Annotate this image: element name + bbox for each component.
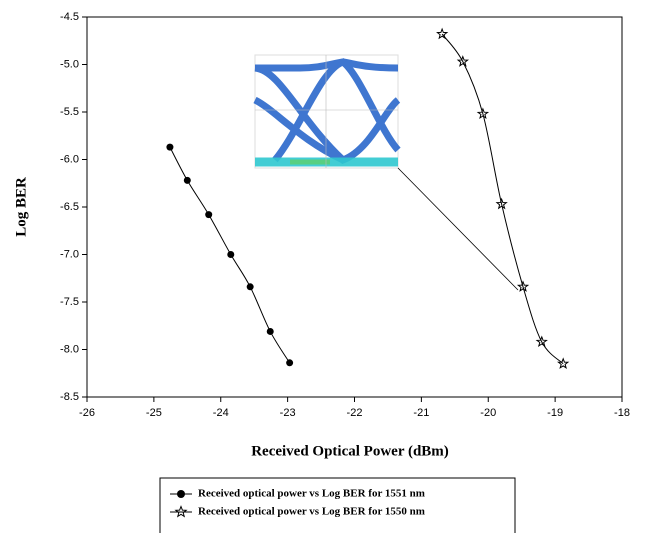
y-tick-label: -5.5	[60, 106, 79, 118]
y-axis-label: Log BER	[13, 177, 29, 237]
y-tick-label: -4.5	[60, 11, 79, 23]
data-point	[184, 177, 191, 184]
data-point	[267, 328, 274, 335]
y-tick-label: -6.0	[60, 153, 79, 165]
data-point	[247, 283, 254, 290]
x-tick-label: -20	[480, 407, 496, 419]
x-tick-label: -24	[213, 407, 229, 419]
x-axis-label: Received Optical Power (dBm)	[251, 443, 449, 459]
x-tick-label: -25	[146, 407, 162, 419]
y-tick-label: -8.0	[60, 343, 79, 355]
chart: Received Optical Power (dBm) Log BER -8.…	[0, 0, 649, 533]
data-point	[205, 211, 212, 218]
data-point	[166, 144, 173, 151]
legend-label: Received optical power vs Log BER for 15…	[198, 488, 425, 500]
eye-diagram-inset	[255, 55, 518, 290]
legend-label: Received optical power vs Log BER for 15…	[198, 506, 425, 518]
data-point	[227, 251, 234, 258]
y-tick-label: -7.0	[60, 248, 79, 260]
x-tick-label: -19	[547, 407, 563, 419]
x-tick-label: -18	[614, 407, 630, 419]
data-point	[286, 359, 293, 366]
x-tick-label: -23	[280, 407, 296, 419]
legend-marker	[177, 490, 185, 498]
data-point	[437, 29, 447, 38]
y-tick-label: -5.0	[60, 58, 79, 70]
series-line	[442, 34, 563, 364]
y-tick-label: -8.5	[60, 391, 79, 403]
x-tick-label: -21	[413, 407, 429, 419]
y-tick-label: -6.5	[60, 201, 79, 213]
x-tick-label: -26	[79, 407, 95, 419]
y-tick-label: -7.5	[60, 296, 79, 308]
x-tick-label: -22	[347, 407, 363, 419]
